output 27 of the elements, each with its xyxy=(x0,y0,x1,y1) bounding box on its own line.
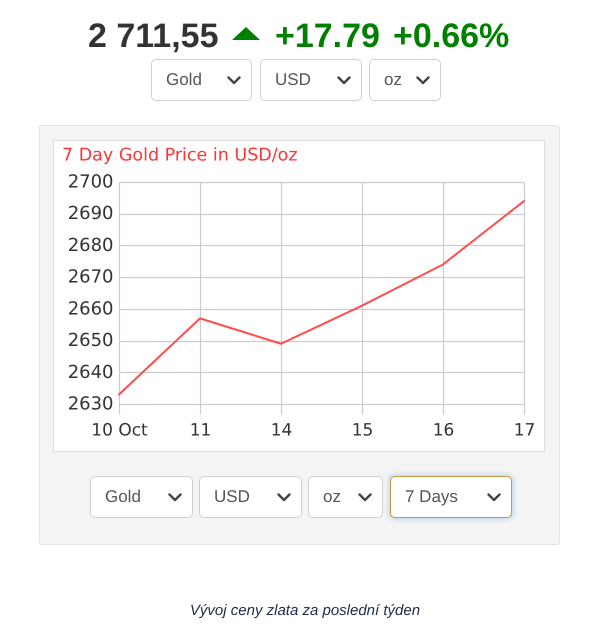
y-tick-label: 2680 xyxy=(68,234,114,256)
y-tick-label: 2670 xyxy=(68,266,114,288)
dropdown[interactable]: USD xyxy=(260,59,362,101)
chart-title: 7 Day Gold Price in USD/oz xyxy=(62,146,298,166)
y-tick-label: 2640 xyxy=(68,362,114,383)
line-series xyxy=(118,200,525,396)
dropdown[interactable]: oz xyxy=(369,59,441,101)
x-tick-label: 14 xyxy=(270,420,292,440)
dropdown[interactable]: Gold xyxy=(151,59,252,101)
dropdown[interactable]: 7 Days xyxy=(390,476,512,518)
dropdown[interactable]: Gold xyxy=(90,476,193,518)
price-value: 2 711,55 xyxy=(88,19,218,53)
x-tick-label: 16 xyxy=(432,420,454,440)
y-tick-label: 2630 xyxy=(68,394,114,414)
percent-change: +0.66% xyxy=(393,19,510,53)
y-tick-label: 2660 xyxy=(68,298,114,320)
y-tick-label: 2700 xyxy=(68,172,114,192)
x-tick-label: 11 xyxy=(190,420,212,440)
y-tick-label: 2650 xyxy=(68,330,114,352)
price-change: +17.79 xyxy=(275,19,380,53)
x-tick-label: 15 xyxy=(352,420,374,440)
x-tick-label: 10 Oct xyxy=(91,420,148,440)
dropdown[interactable]: USD xyxy=(199,476,302,518)
dropdown[interactable]: oz xyxy=(308,476,383,518)
y-tick-label: 2690 xyxy=(68,203,114,224)
x-tick-label: 17 xyxy=(514,420,536,440)
caption: Vývoj ceny zlata za poslední týden xyxy=(188,602,422,619)
